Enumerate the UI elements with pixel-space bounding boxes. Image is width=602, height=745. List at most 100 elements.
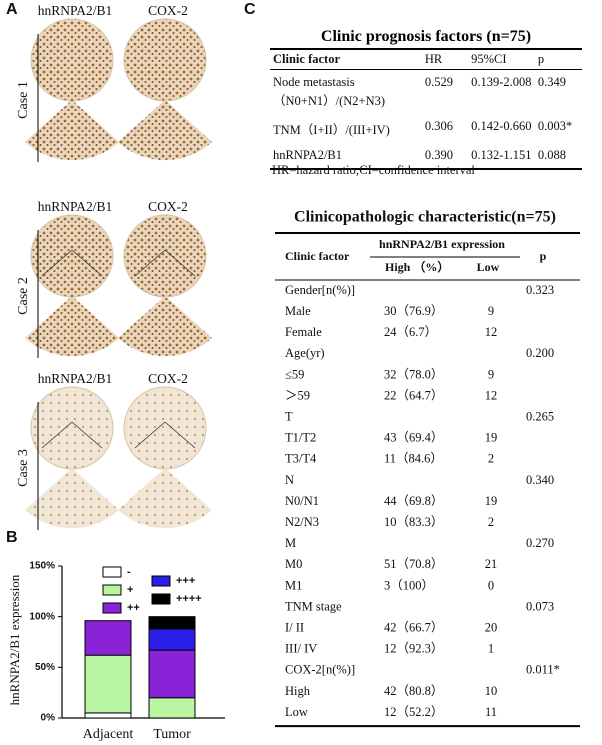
table-cell: 2 (488, 515, 494, 529)
case-label: Case 1 (16, 81, 31, 119)
y-axis-label: hnRNPA2/B1 expression (7, 574, 22, 705)
tissue-core (30, 214, 114, 298)
table-cell: 9 (488, 367, 494, 381)
table-cell: 0.132-1.151 (468, 143, 535, 170)
stain-label: COX-2 (148, 371, 188, 386)
header-cell: hnRNPA2/B1 expression (379, 237, 505, 251)
table-cell: ＞59 (285, 388, 310, 402)
tissue-zoom (118, 468, 212, 529)
table-cell: T3/T4 (285, 452, 317, 466)
table-footnote: HR=hazard ratio;CI=confidence interval (272, 163, 475, 177)
prognosis-table: Clinic factor HR 95%CI p Node metastasis（N0+… (270, 48, 582, 170)
table-cell: ≤59 (285, 367, 304, 381)
tissue-zoom (25, 468, 119, 529)
table-cell: 0.390 (421, 143, 469, 170)
table-row: Node metastasis（N0+N1）/(N2+N3) 0.529 0.139… (270, 70, 582, 115)
table-cell: 0.529 (424, 75, 454, 89)
table-cell: 21 (485, 557, 498, 571)
header-cell: Clinic factor (285, 249, 350, 263)
zoom-line (41, 421, 73, 449)
table-cell: T1/T2 (285, 431, 316, 445)
table-cell: 0.003* (537, 119, 573, 133)
x-tick-label: Adjacent (83, 727, 134, 742)
tissue-core (123, 386, 207, 470)
table-cell: Node metastasis（N0+N1）/(N2+N3) (273, 75, 386, 108)
stain-label: hnRNPA2/B1 (38, 371, 113, 386)
table-cell: N0/N1 (285, 494, 319, 508)
table-cell: Male (285, 304, 311, 318)
header-cell: Clinic factor (270, 48, 422, 70)
table-cell: 0.323 (526, 283, 554, 297)
tissue-zoom (25, 100, 119, 161)
table-cell: 19 (485, 494, 498, 508)
legend-swatch (102, 584, 122, 596)
tissue-zoom (118, 100, 212, 161)
table-cell: 0.265 (526, 409, 554, 423)
table-cell: 1 (488, 642, 494, 656)
table-cell: 0.139-2.008 (471, 75, 532, 89)
table-cell: 42（66.7） (384, 620, 443, 634)
table-cell: N (285, 473, 294, 487)
table-cell: 43（69.4） (384, 431, 443, 445)
table-cell: M (285, 536, 296, 550)
table-cell: 9 (488, 304, 494, 318)
x-tick-label: Tumor (153, 727, 191, 742)
bar-segment (148, 628, 196, 651)
header-cell: HR (421, 48, 469, 70)
tissue-core (30, 386, 114, 470)
table-row: TNM（I+II）/(III+IV) 0.306 0.142-0.660 0.003* (270, 114, 582, 143)
table-cell: 0 (488, 578, 494, 592)
table-cell: 0.306 (424, 119, 454, 133)
table-cell: 0.349 (537, 75, 566, 89)
legend-swatch (102, 602, 122, 614)
table-title: Clinic prognosis factors (n=75) (320, 28, 532, 45)
zoom-line (164, 249, 196, 277)
table-cell: 10 (485, 684, 498, 698)
table-cell: Age(yr) (285, 346, 325, 360)
legend-label: ++++ (176, 593, 202, 605)
stain-label: hnRNPA2/B1 (38, 3, 113, 18)
table-cell: 0.270 (526, 536, 554, 550)
tissue-core (123, 18, 207, 102)
table-cell: 0.340 (526, 473, 554, 487)
table-cell: 12 (485, 388, 498, 402)
table-row: hnRNPA2/B1 0.390 0.132-1.151 0.088 (270, 143, 582, 170)
tissue-zoom (25, 296, 119, 357)
bar-segment (148, 649, 196, 699)
table-cell: Low (285, 705, 308, 719)
table-cell: hnRNPA2/B1 (270, 143, 422, 170)
table-cell: TNM（I+II）/(III+IV) (273, 123, 390, 137)
table-cell: TNM stage (285, 599, 342, 613)
header-row: Clinic factor HR 95%CI p (270, 48, 582, 70)
table-cell: M1 (285, 578, 302, 592)
table-cell: 20 (485, 620, 498, 634)
table-cell: T (285, 409, 293, 423)
case-label: Case 3 (16, 449, 31, 487)
header-cell: p (534, 48, 582, 70)
table-cell: 30（76.9） (384, 304, 443, 318)
table-cell: 32（78.0） (384, 367, 443, 381)
y-tick-label: 50% (35, 662, 55, 673)
bar-segment (84, 712, 132, 719)
table-cell: 11 (485, 705, 497, 719)
table-cell: I/ II (285, 620, 304, 634)
legend-swatch (102, 566, 122, 578)
tissue-zoom (118, 296, 212, 357)
table-cell: 12 (485, 325, 498, 339)
table-cell: 19 (485, 431, 498, 445)
stain-label: COX-2 (148, 3, 188, 18)
table-cell: 3（100） (384, 578, 434, 592)
zoom-line (134, 249, 166, 277)
table-cell: 2 (488, 452, 494, 466)
header-cell: p (540, 249, 547, 263)
y-tick-label: 0% (41, 713, 56, 724)
table-cell: 0.142-0.660 (471, 119, 532, 133)
zoom-line (134, 421, 166, 449)
table-cell: High (285, 684, 311, 698)
legend-label: - (127, 566, 131, 578)
zoom-line (71, 421, 103, 449)
table-cell: III/ IV (285, 642, 317, 656)
